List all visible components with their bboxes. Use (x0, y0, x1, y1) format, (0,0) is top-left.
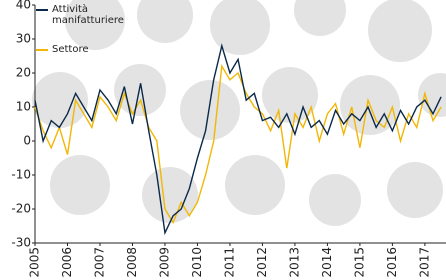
x-tick-label: 2015 (352, 247, 366, 278)
legend-swatch (36, 49, 48, 51)
x-tick-label: 2014 (320, 247, 334, 278)
legend-swatch (36, 9, 48, 11)
y-tick-label: 40 (16, 0, 31, 12)
x-tick-label: 2007 (92, 247, 106, 278)
x-tick-label: 2010 (190, 247, 204, 278)
x-tick-label: 2005 (28, 247, 42, 278)
y-tick-label: -20 (11, 202, 31, 216)
y-tick-label: 20 (16, 66, 31, 80)
y-tick-label: 0 (23, 134, 31, 148)
legend: Attività manifatturiere Settore (36, 4, 142, 73)
x-tick-label: 2013 (287, 247, 301, 278)
legend-item: Attività manifatturiere (36, 4, 142, 26)
chart-container: -30-20-100102030402005200620072008200920… (0, 0, 446, 280)
x-tick-label: 2009 (157, 247, 171, 278)
y-tick-label: 30 (16, 32, 31, 46)
x-tick-label: 2008 (125, 247, 139, 278)
x-tick-label: 2012 (255, 247, 269, 278)
legend-label: Attività manifatturiere (52, 4, 142, 26)
x-tick-label: 2006 (60, 247, 74, 278)
x-tick-label: 2016 (385, 247, 399, 278)
x-tick-label: 2011 (222, 247, 236, 278)
y-tick-label: -10 (11, 168, 31, 182)
legend-label: Settore (52, 44, 142, 55)
y-tick-label: 10 (16, 100, 31, 114)
legend-item: Settore (36, 44, 142, 55)
x-tick-label: 2017 (417, 247, 431, 278)
